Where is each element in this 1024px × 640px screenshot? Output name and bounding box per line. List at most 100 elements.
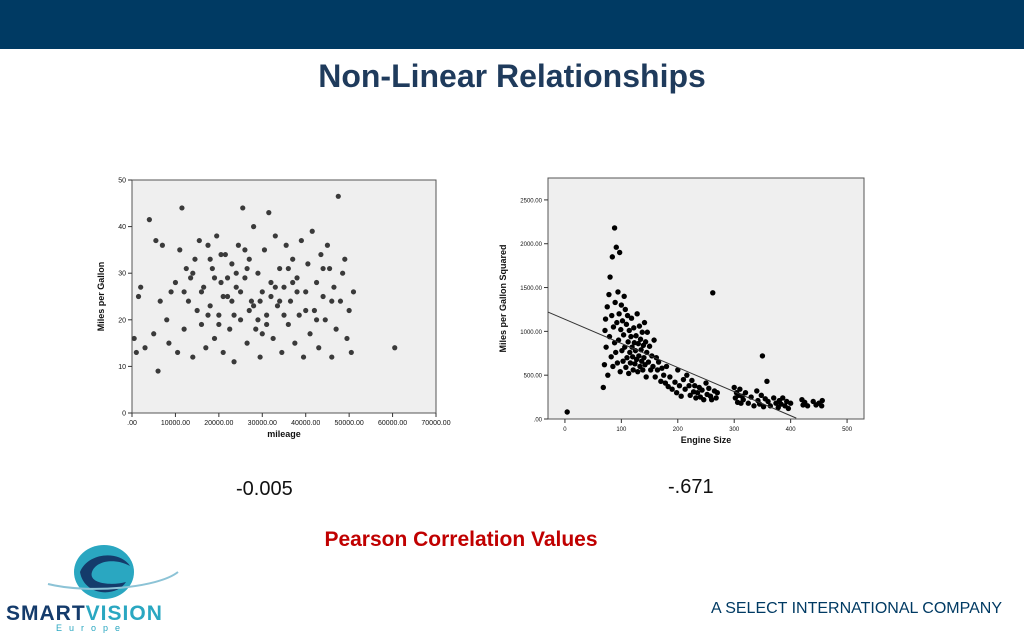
data-point: [320, 293, 326, 300]
data-point: [818, 403, 825, 409]
data-point: [658, 378, 664, 385]
data-point: [687, 392, 693, 399]
data-point: [645, 359, 652, 365]
data-point: [804, 403, 811, 409]
x-tick-label: 200: [673, 427, 684, 433]
data-point: [190, 270, 196, 276]
data-point: [660, 372, 667, 378]
data-point: [264, 312, 270, 318]
data-point: [624, 312, 631, 319]
data-point: [146, 217, 152, 223]
x-tick-label: 400: [786, 427, 797, 433]
data-point: [175, 349, 181, 356]
data-point: [246, 256, 252, 262]
data-point: [626, 327, 632, 334]
footer-company-text: A SELECT INTERNATIONAL COMPANY: [710, 600, 1002, 617]
data-point: [625, 339, 631, 345]
data-point: [255, 317, 261, 323]
data-point: [613, 244, 619, 250]
data-point: [168, 289, 174, 295]
data-point: [155, 368, 161, 374]
data-point: [620, 332, 627, 338]
data-point: [259, 289, 265, 295]
data-point: [216, 312, 222, 318]
data-point: [617, 368, 623, 375]
swirl-logo-icon: [47, 545, 179, 599]
data-point: [277, 298, 283, 304]
x-tick-label: 100: [616, 427, 627, 433]
data-point: [316, 345, 322, 351]
data-point: [616, 311, 622, 317]
data-point: [680, 376, 687, 383]
data-point: [602, 327, 608, 334]
data-point: [303, 289, 309, 295]
data-point: [673, 390, 680, 396]
data-point: [318, 251, 324, 258]
data-point: [689, 377, 695, 384]
data-point: [287, 298, 294, 304]
x-tick-label: 60000.00: [378, 420, 407, 427]
pearson-caption: Pearson Correlation Values: [324, 528, 598, 551]
correlation-value-left: -0.005: [236, 478, 293, 500]
data-point: [612, 299, 618, 306]
data-point: [198, 289, 205, 295]
data-point: [601, 361, 608, 368]
x-axis-label: Engine Size: [681, 435, 732, 445]
x-tick-label: .00: [127, 420, 137, 427]
data-point: [264, 321, 270, 328]
data-point: [231, 359, 237, 365]
data-point: [625, 370, 632, 377]
data-point: [605, 372, 611, 378]
data-point: [714, 390, 720, 396]
y-tick-label: 10: [118, 364, 126, 371]
y-tick-label: 0: [122, 411, 126, 418]
data-point: [636, 323, 643, 329]
data-point: [342, 256, 348, 262]
data-point: [340, 270, 346, 276]
slide-title: Non-Linear Relationships: [318, 58, 706, 94]
data-point: [172, 279, 179, 286]
scatter-chart-engine-size: .00 500.00 1000.00 1500.00 2000.00 2500.00 0 10…: [498, 177, 865, 445]
data-point: [614, 319, 620, 326]
data-point: [218, 251, 224, 258]
data-point: [211, 335, 218, 342]
x-tick-label: 50000.00: [335, 420, 364, 427]
header-band: [0, 0, 1024, 49]
data-point: [218, 279, 224, 286]
data-point: [220, 293, 226, 300]
data-point: [771, 395, 777, 401]
y-tick-label: 1000.00: [520, 330, 542, 336]
data-point: [327, 265, 333, 272]
data-point: [650, 363, 656, 370]
y-axis-label: Miles per Gallon Squared: [498, 244, 508, 352]
data-point: [235, 242, 241, 248]
data-point: [614, 360, 621, 366]
data-point: [631, 325, 637, 331]
data-point: [266, 210, 272, 216]
data-point: [135, 293, 142, 300]
data-point: [257, 298, 263, 304]
company-logo: [8, 542, 208, 634]
data-point: [628, 315, 635, 321]
data-point: [142, 345, 148, 351]
data-point: [255, 270, 261, 276]
data-point: [642, 339, 649, 345]
data-point: [281, 312, 287, 318]
data-point: [787, 400, 794, 406]
data-point: [283, 242, 289, 248]
data-point: [151, 331, 157, 337]
data-point: [337, 298, 344, 304]
data-point: [324, 242, 331, 248]
data-point: [740, 397, 746, 403]
y-tick-label: 2000.00: [520, 242, 542, 248]
data-point: [313, 317, 320, 323]
data-point: [607, 274, 613, 280]
data-point: [179, 205, 185, 211]
data-point: [663, 363, 670, 370]
data-point: [164, 317, 170, 323]
data-point: [780, 395, 786, 401]
scatter-chart-mileage: 0 10 20 30 40 50 .00 10000.00 20000.00 30000.00 40…: [96, 178, 451, 440]
y-axis-label: Miles per Gallon: [96, 262, 106, 332]
correlation-value-right: -.671: [668, 476, 714, 498]
data-point: [133, 349, 139, 356]
